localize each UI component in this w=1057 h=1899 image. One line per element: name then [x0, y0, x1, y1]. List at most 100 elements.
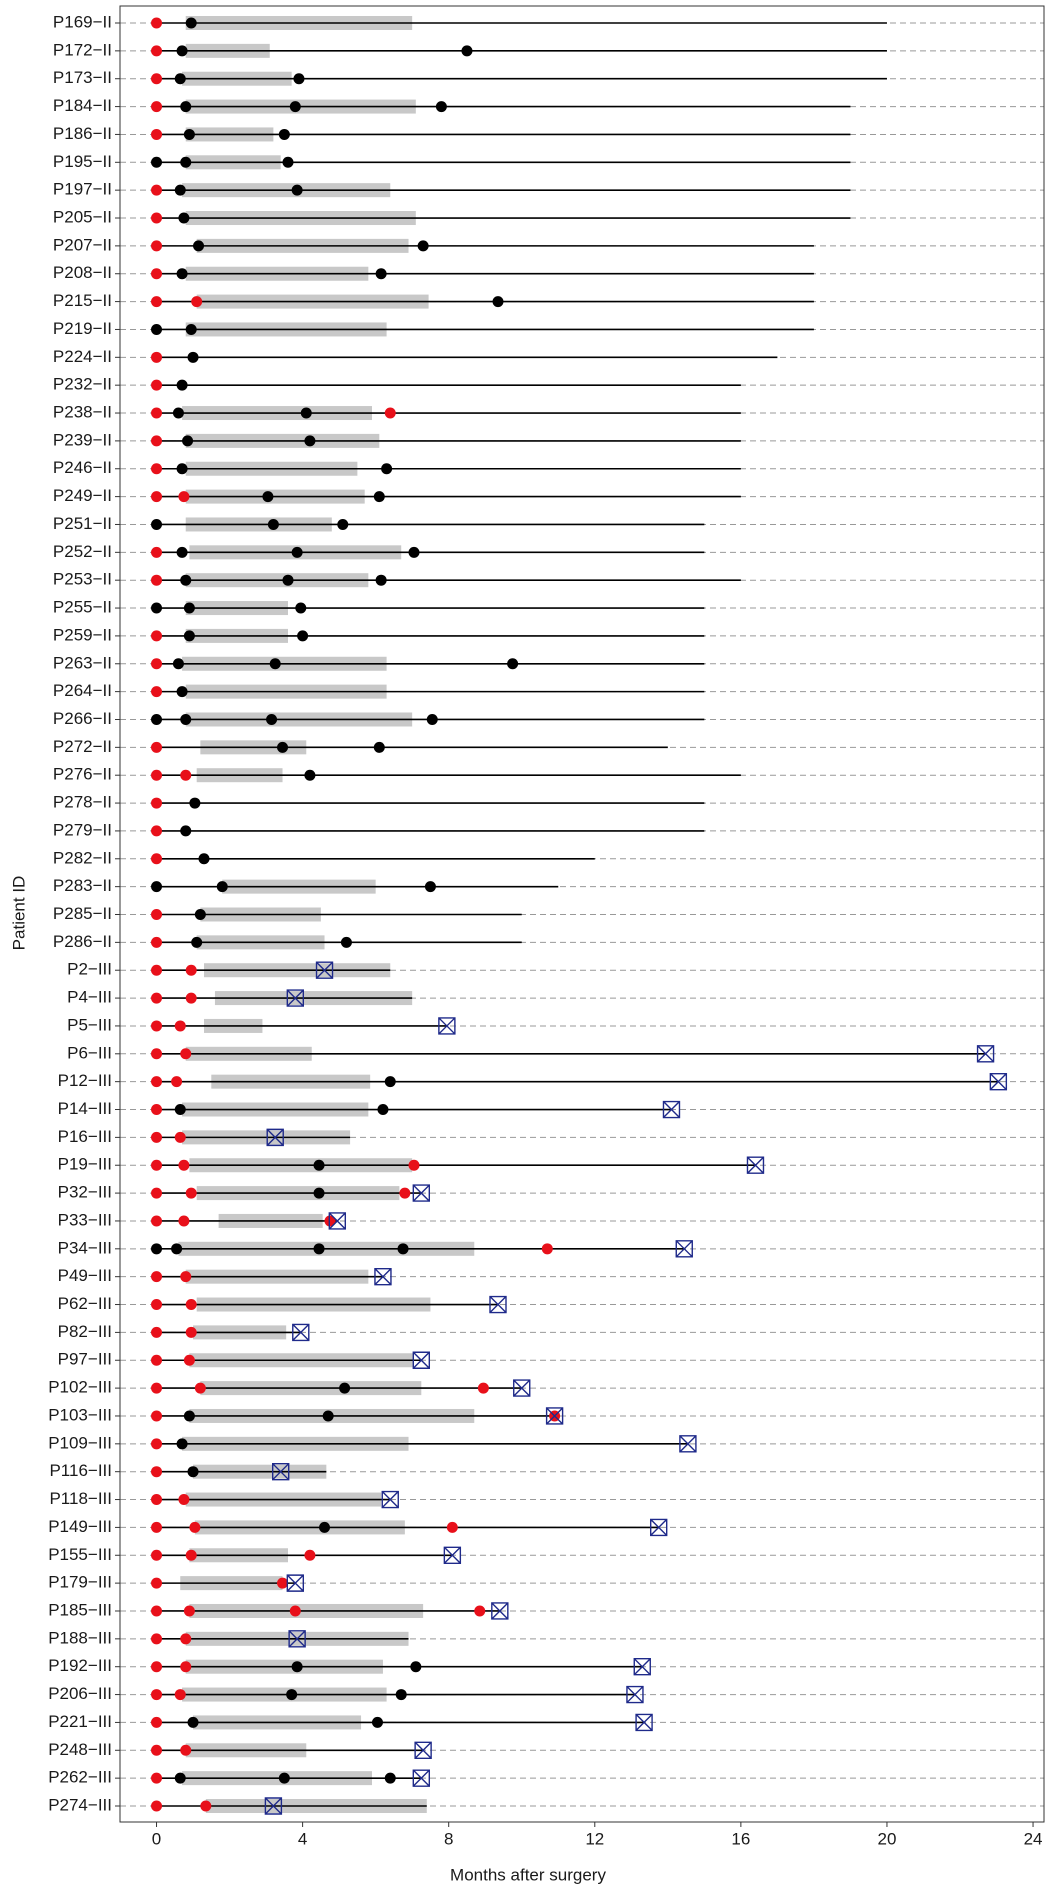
- y-tick-label: P276−II: [53, 765, 112, 784]
- red-dot: [151, 741, 163, 753]
- y-tick-label: P34−III: [58, 1238, 112, 1257]
- red-dot: [151, 1494, 163, 1506]
- y-tick-label: P239−II: [53, 430, 112, 449]
- y-tick-label: P246−II: [53, 458, 112, 477]
- red-dot: [151, 630, 163, 642]
- red-dot: [191, 296, 203, 308]
- black-dot: [176, 546, 188, 558]
- red-dot: [151, 45, 163, 57]
- red-dot: [194, 1382, 206, 1394]
- red-dot: [180, 1744, 192, 1756]
- black-dot: [277, 741, 289, 753]
- black-dot: [278, 1772, 290, 1784]
- red-dot: [151, 1354, 163, 1366]
- event-marker: [266, 1128, 284, 1147]
- y-tick-label: P109−III: [48, 1433, 112, 1452]
- black-dot: [178, 212, 190, 224]
- x-tick-label: 16: [731, 1829, 750, 1848]
- black-dot: [289, 101, 301, 113]
- red-dot: [151, 296, 163, 308]
- red-dot: [151, 1689, 163, 1701]
- y-tick-label: P192−III: [48, 1656, 112, 1675]
- event-marker: [633, 1658, 651, 1676]
- event-marker: [545, 1407, 564, 1425]
- y-tick-label: P102−III: [48, 1378, 112, 1397]
- black-dot: [375, 574, 387, 586]
- black-dot: [375, 268, 387, 280]
- black-dot: [191, 936, 203, 948]
- event-marker: [292, 1323, 310, 1342]
- x-tick-label: 8: [444, 1829, 453, 1848]
- event-marker: [414, 1741, 432, 1759]
- red-dot: [151, 1800, 163, 1812]
- black-dot: [417, 240, 429, 252]
- y-tick-label: P274−III: [48, 1795, 112, 1814]
- y-tick-label: P279−II: [53, 820, 112, 839]
- event-marker: [374, 1267, 392, 1286]
- y-tick-label: P16−III: [58, 1127, 112, 1146]
- black-dot: [282, 574, 294, 586]
- red-dot: [151, 909, 163, 920]
- event-marker: [286, 989, 305, 1007]
- red-dot: [151, 1716, 163, 1728]
- red-dot: [180, 769, 192, 781]
- event-marker: [679, 1435, 697, 1453]
- y-tick-label: P6−III: [67, 1043, 112, 1062]
- y-tick-label: P173−II: [53, 68, 112, 87]
- red-dot: [151, 1076, 163, 1088]
- black-dot: [176, 686, 188, 698]
- y-tick-label: P259−II: [53, 625, 112, 644]
- red-dot: [178, 491, 190, 503]
- y-tick-label: P188−III: [48, 1628, 112, 1647]
- black-dot: [176, 268, 188, 280]
- y-tick-label: P185−III: [48, 1600, 112, 1619]
- black-dot: [176, 1438, 188, 1450]
- y-tick-label: P255−II: [53, 598, 112, 617]
- black-dot: [185, 17, 197, 29]
- red-dot: [541, 1243, 553, 1255]
- black-dot: [183, 630, 195, 642]
- y-tick-label: P5−III: [67, 1015, 112, 1034]
- red-dot: [151, 1549, 163, 1561]
- x-tick-label: 4: [298, 1829, 307, 1848]
- y-tick-label: P282−II: [53, 848, 112, 867]
- black-dot: [300, 407, 312, 419]
- black-dot: [384, 1076, 396, 1088]
- black-dot: [171, 1243, 183, 1255]
- y-tick-label: P12−III: [58, 1071, 112, 1090]
- black-dot: [187, 1716, 199, 1728]
- red-dot: [399, 1187, 411, 1199]
- red-dot: [151, 1382, 163, 1394]
- black-dot: [151, 1243, 163, 1255]
- y-tick-label: P278−II: [53, 793, 112, 812]
- red-dot: [180, 1633, 192, 1645]
- red-dot: [151, 936, 163, 948]
- event-marker: [443, 1546, 462, 1564]
- black-dot: [176, 45, 188, 57]
- black-dot: [291, 184, 303, 196]
- red-dot: [151, 1299, 163, 1311]
- event-marker: [286, 1574, 305, 1592]
- black-dot: [373, 491, 385, 503]
- black-dot: [180, 825, 192, 837]
- black-dot: [304, 769, 316, 781]
- red-dot: [151, 1466, 163, 1478]
- event-marker: [328, 1212, 347, 1230]
- red-dot: [289, 1605, 301, 1617]
- y-tick-label: P116−III: [49, 1461, 112, 1480]
- black-dot: [492, 296, 504, 308]
- y-tick-label: P62−III: [58, 1294, 112, 1313]
- red-dot: [151, 1661, 163, 1673]
- red-dot: [151, 992, 163, 1004]
- red-dot: [151, 184, 163, 196]
- black-dot: [182, 435, 194, 447]
- y-tick-label: P219−II: [53, 319, 112, 338]
- red-dot: [151, 1215, 163, 1227]
- red-dot: [151, 435, 163, 447]
- black-dot: [340, 936, 352, 948]
- y-tick-label: P205−II: [53, 208, 112, 227]
- y-tick-label: P155−III: [48, 1545, 112, 1564]
- black-dot: [435, 101, 447, 113]
- red-dot: [151, 1187, 163, 1199]
- red-dot: [151, 17, 163, 29]
